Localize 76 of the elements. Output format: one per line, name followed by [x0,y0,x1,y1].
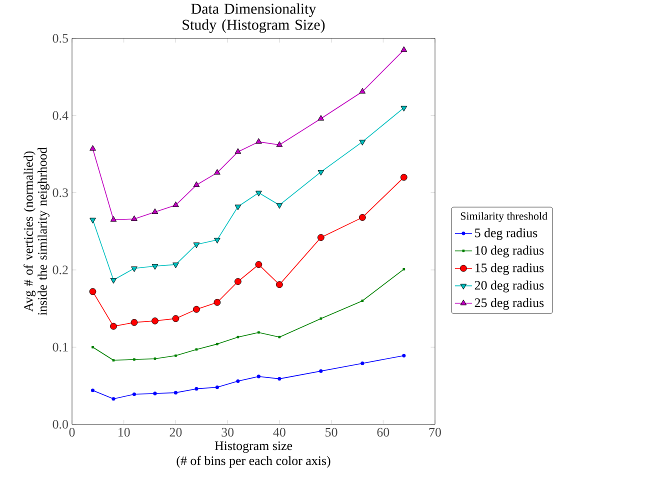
point [256,190,262,196]
point [215,385,220,389]
point [152,208,158,214]
point [174,390,178,394]
point [172,262,179,268]
x-axis-title: Histogram size [214,441,292,453]
point [318,114,324,120]
x-tick-label: 70 [429,428,441,436]
point [276,280,283,288]
point [276,202,283,209]
point [110,322,117,330]
legend-label: 10 deg radius [475,245,544,258]
point [172,201,179,207]
point [317,234,324,241]
point [234,204,242,210]
y-tick-label: 0.4 [52,110,68,120]
x-tick-label: 30 [222,428,234,436]
point [236,379,240,383]
y-tick-label: 0.1 [52,342,68,352]
point [256,374,260,378]
point [214,298,221,306]
point [318,170,324,176]
point [400,174,408,181]
x-tick-label: 60 [377,428,390,436]
point [214,168,220,174]
legend-label: 15 deg radius [475,262,544,275]
point [90,218,96,224]
point [194,386,198,390]
x-tick-label: 40 [273,428,286,436]
x-tick-label: 10 [118,428,130,436]
legend-label: 20 deg radius [474,280,544,292]
point [402,354,406,358]
point [152,317,158,324]
point [172,314,180,322]
point [359,88,366,94]
point [400,106,408,112]
y-tick-label: 0.3 [52,188,68,197]
y-tick-label: 0.0 [52,420,68,429]
text: (# of bins per each color axis) [176,456,330,468]
point [131,215,138,221]
y-tick-label: 0.2 [52,265,68,274]
point [193,306,200,313]
point [90,144,96,151]
point [153,391,157,396]
point [193,242,200,248]
chart-title: Data Dimensionality Study (Histogram Size) [182,3,325,33]
x-tick-label: 20 [170,428,182,436]
point [278,376,282,380]
point [112,396,116,400]
point [110,216,117,222]
point [234,148,242,154]
point [214,238,220,244]
point [152,264,158,270]
point [359,140,366,146]
x-tick-label: 50 [326,428,338,436]
legend-title: Similarity threshold [460,212,548,222]
point [360,361,364,365]
x-tick-label: 0 [69,428,75,436]
point [90,388,95,392]
point [110,278,117,284]
point [234,278,242,285]
point [256,138,262,144]
point [255,260,262,268]
legend-label: 25 deg radius [474,298,544,310]
legend-label: 5 deg radius [475,228,538,240]
point [358,214,366,221]
y-axis-title: Avg # of verticies (normalied) inside the similarity neighrhood [24,147,50,316]
point [400,46,408,52]
point [276,141,283,147]
point [130,318,138,326]
point [132,392,136,396]
y-tick-label: 0.5 [52,34,68,43]
point [193,181,200,187]
point [89,288,96,295]
point [319,369,323,373]
point [131,266,138,272]
